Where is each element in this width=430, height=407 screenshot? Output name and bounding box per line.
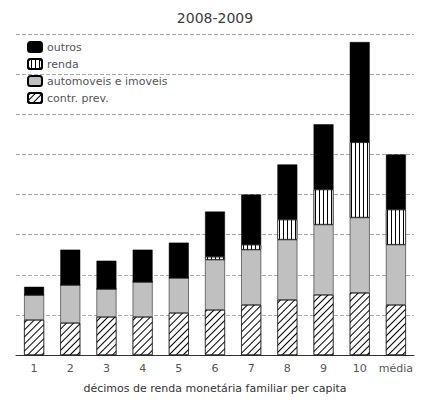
svg-text:10: 10 bbox=[353, 362, 367, 375]
svg-text:4: 4 bbox=[139, 362, 146, 375]
svg-text:2008-2009: 2008-2009 bbox=[177, 10, 253, 26]
svg-text:2: 2 bbox=[67, 362, 74, 375]
svg-text:7: 7 bbox=[248, 362, 255, 375]
svg-text:8: 8 bbox=[284, 362, 291, 375]
svg-text:6: 6 bbox=[212, 362, 219, 375]
svg-text:9: 9 bbox=[320, 362, 327, 375]
svg-text:1: 1 bbox=[31, 362, 38, 375]
svg-text:5: 5 bbox=[175, 362, 182, 375]
svg-text:média: média bbox=[379, 362, 413, 375]
svg-text:outros: outros bbox=[47, 41, 82, 54]
svg-text:décimos de renda monetária fam: décimos de renda monetária familiar per … bbox=[84, 382, 347, 395]
svg-text:renda: renda bbox=[47, 58, 79, 71]
svg-text:3: 3 bbox=[103, 362, 110, 375]
svg-text:automoveis e imoveis: automoveis e imoveis bbox=[47, 75, 168, 88]
svg-text:contr. prev.: contr. prev. bbox=[47, 92, 109, 105]
